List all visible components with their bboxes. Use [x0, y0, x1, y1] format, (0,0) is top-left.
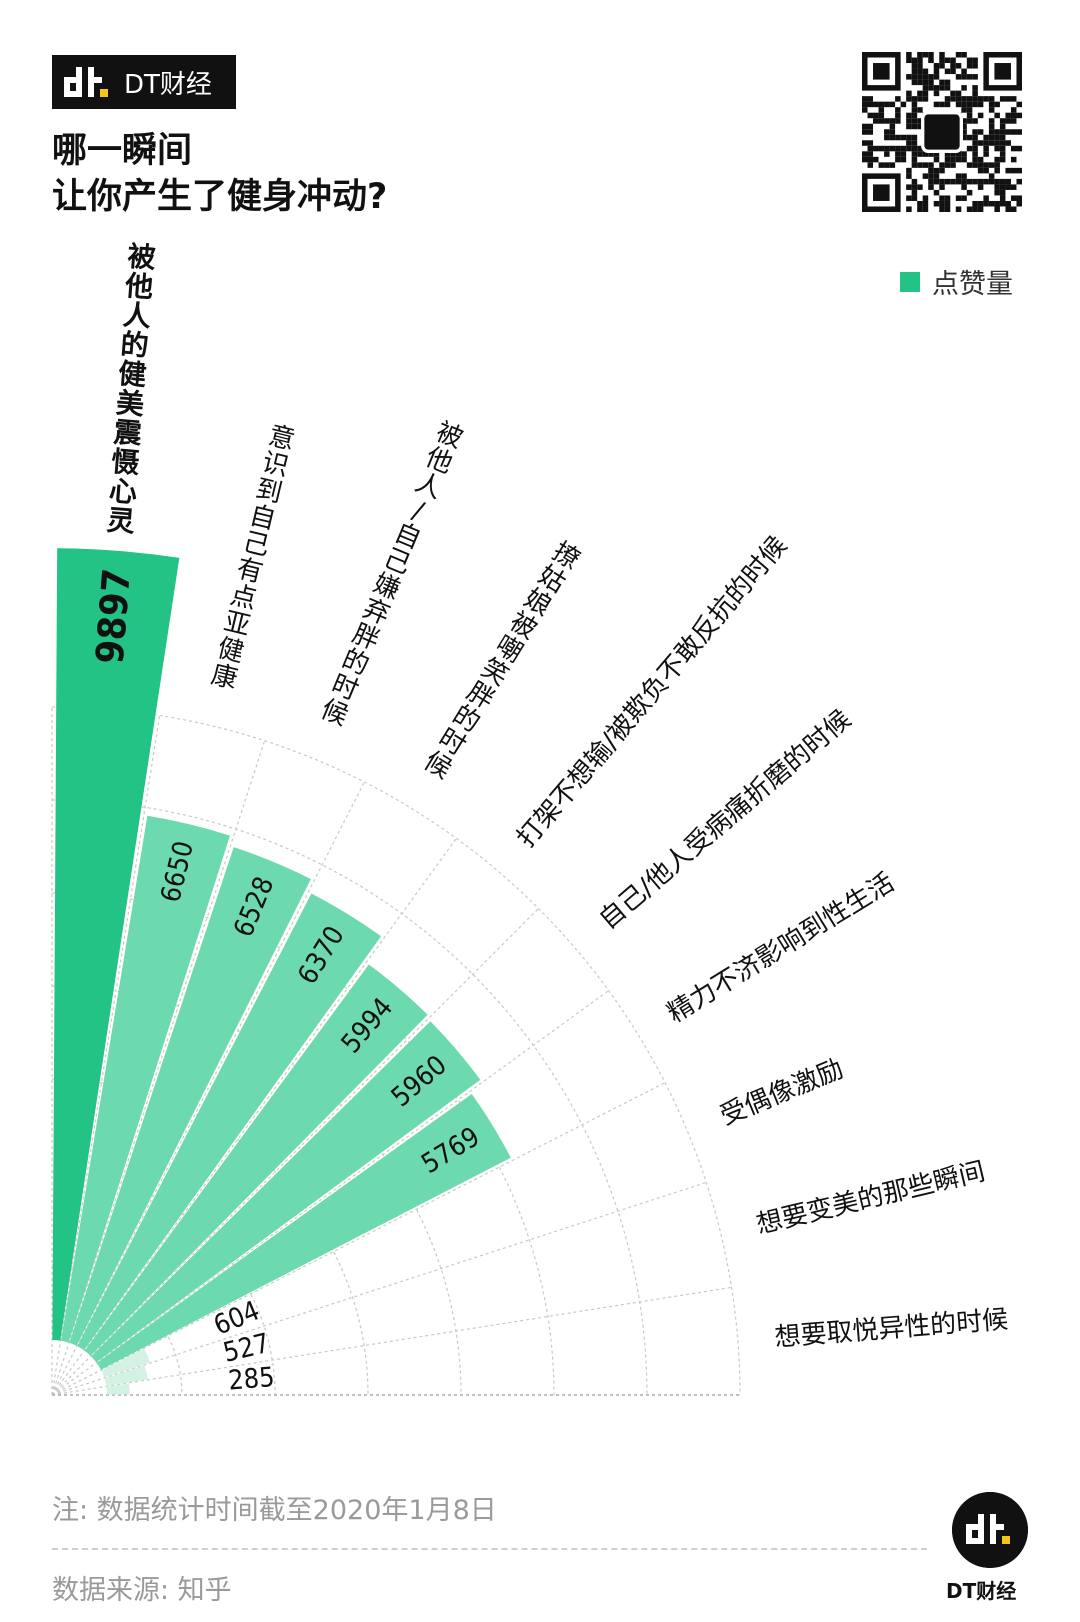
grid-arc — [51, 1264, 183, 1396]
category-label-char: 美 — [115, 386, 146, 421]
legend: 点赞量 — [900, 262, 1013, 301]
title-line-2: 让你产生了健身冲动? — [52, 177, 388, 217]
grid-spoke — [51, 740, 266, 1396]
bar-9 — [106, 1383, 130, 1395]
category-label-char: 震 — [112, 415, 143, 450]
data-source: 数据来源: 知乎 — [52, 1575, 232, 1606]
brand-name: DT财经 — [124, 69, 212, 100]
grid-spoke — [51, 908, 539, 1396]
grid-spoke — [51, 715, 161, 1396]
category-label-char: 心 — [108, 474, 139, 509]
category-label: 想要变美的那些瞬间 — [753, 1157, 988, 1241]
bar-2 — [69, 847, 311, 1346]
grid-spoke — [51, 1082, 666, 1396]
grid-arc — [51, 799, 648, 1396]
footnote: 注: 数据统计时间截至2020年1月8日 — [52, 1495, 497, 1526]
grid-spoke — [51, 781, 365, 1396]
chart-title: 哪一瞬间 让你产生了健身冲动? — [52, 128, 387, 220]
category-label-char: 慑 — [110, 445, 141, 480]
category-label-char: 他 — [123, 269, 155, 304]
category-label: 想要取悦异性的时候 — [774, 1305, 1010, 1353]
legend-swatch — [900, 271, 920, 292]
category-label-char: 人 — [122, 298, 153, 333]
category-label-char: 灵 — [106, 503, 137, 538]
category-label: 自己/他人受病痛折磨的时候 — [594, 704, 857, 935]
brand-badge: DT财经 — [52, 55, 236, 109]
legend-label: 点赞量 — [932, 269, 1013, 300]
bar-8 — [104, 1365, 148, 1387]
category-label-char: 的 — [119, 328, 150, 363]
bar-1 — [60, 815, 230, 1343]
grid-spoke — [51, 838, 457, 1396]
bar-5 — [91, 1021, 481, 1363]
category-label: 受偶像激励 — [716, 1054, 848, 1131]
value-label: 9897 — [88, 567, 139, 665]
category-label-char: 健 — [117, 357, 148, 392]
grid-spoke — [51, 1286, 732, 1396]
bar-6 — [96, 1093, 511, 1370]
qr-code[interactable] — [862, 52, 1022, 212]
dt-logo-round-icon — [952, 1492, 1028, 1568]
divider — [52, 1548, 927, 1550]
bar-0 — [52, 548, 180, 1341]
footer-logo-name: DT财经 — [946, 1579, 1017, 1603]
dt-logo-icon — [64, 67, 108, 97]
title-line-1: 哪一瞬间 — [52, 131, 193, 171]
grid-arc — [51, 706, 741, 1396]
bar-4 — [84, 964, 428, 1356]
bar-7 — [101, 1348, 151, 1378]
grid-spoke — [51, 990, 609, 1396]
category-label-char: 康 — [208, 660, 240, 695]
value-label: 285 — [227, 1362, 276, 1397]
category-label-char: 被 — [126, 240, 157, 275]
bar-3 — [77, 893, 382, 1351]
grid-spoke — [51, 1181, 707, 1396]
category-label: 精力不济影响到性生活 — [662, 868, 899, 1029]
